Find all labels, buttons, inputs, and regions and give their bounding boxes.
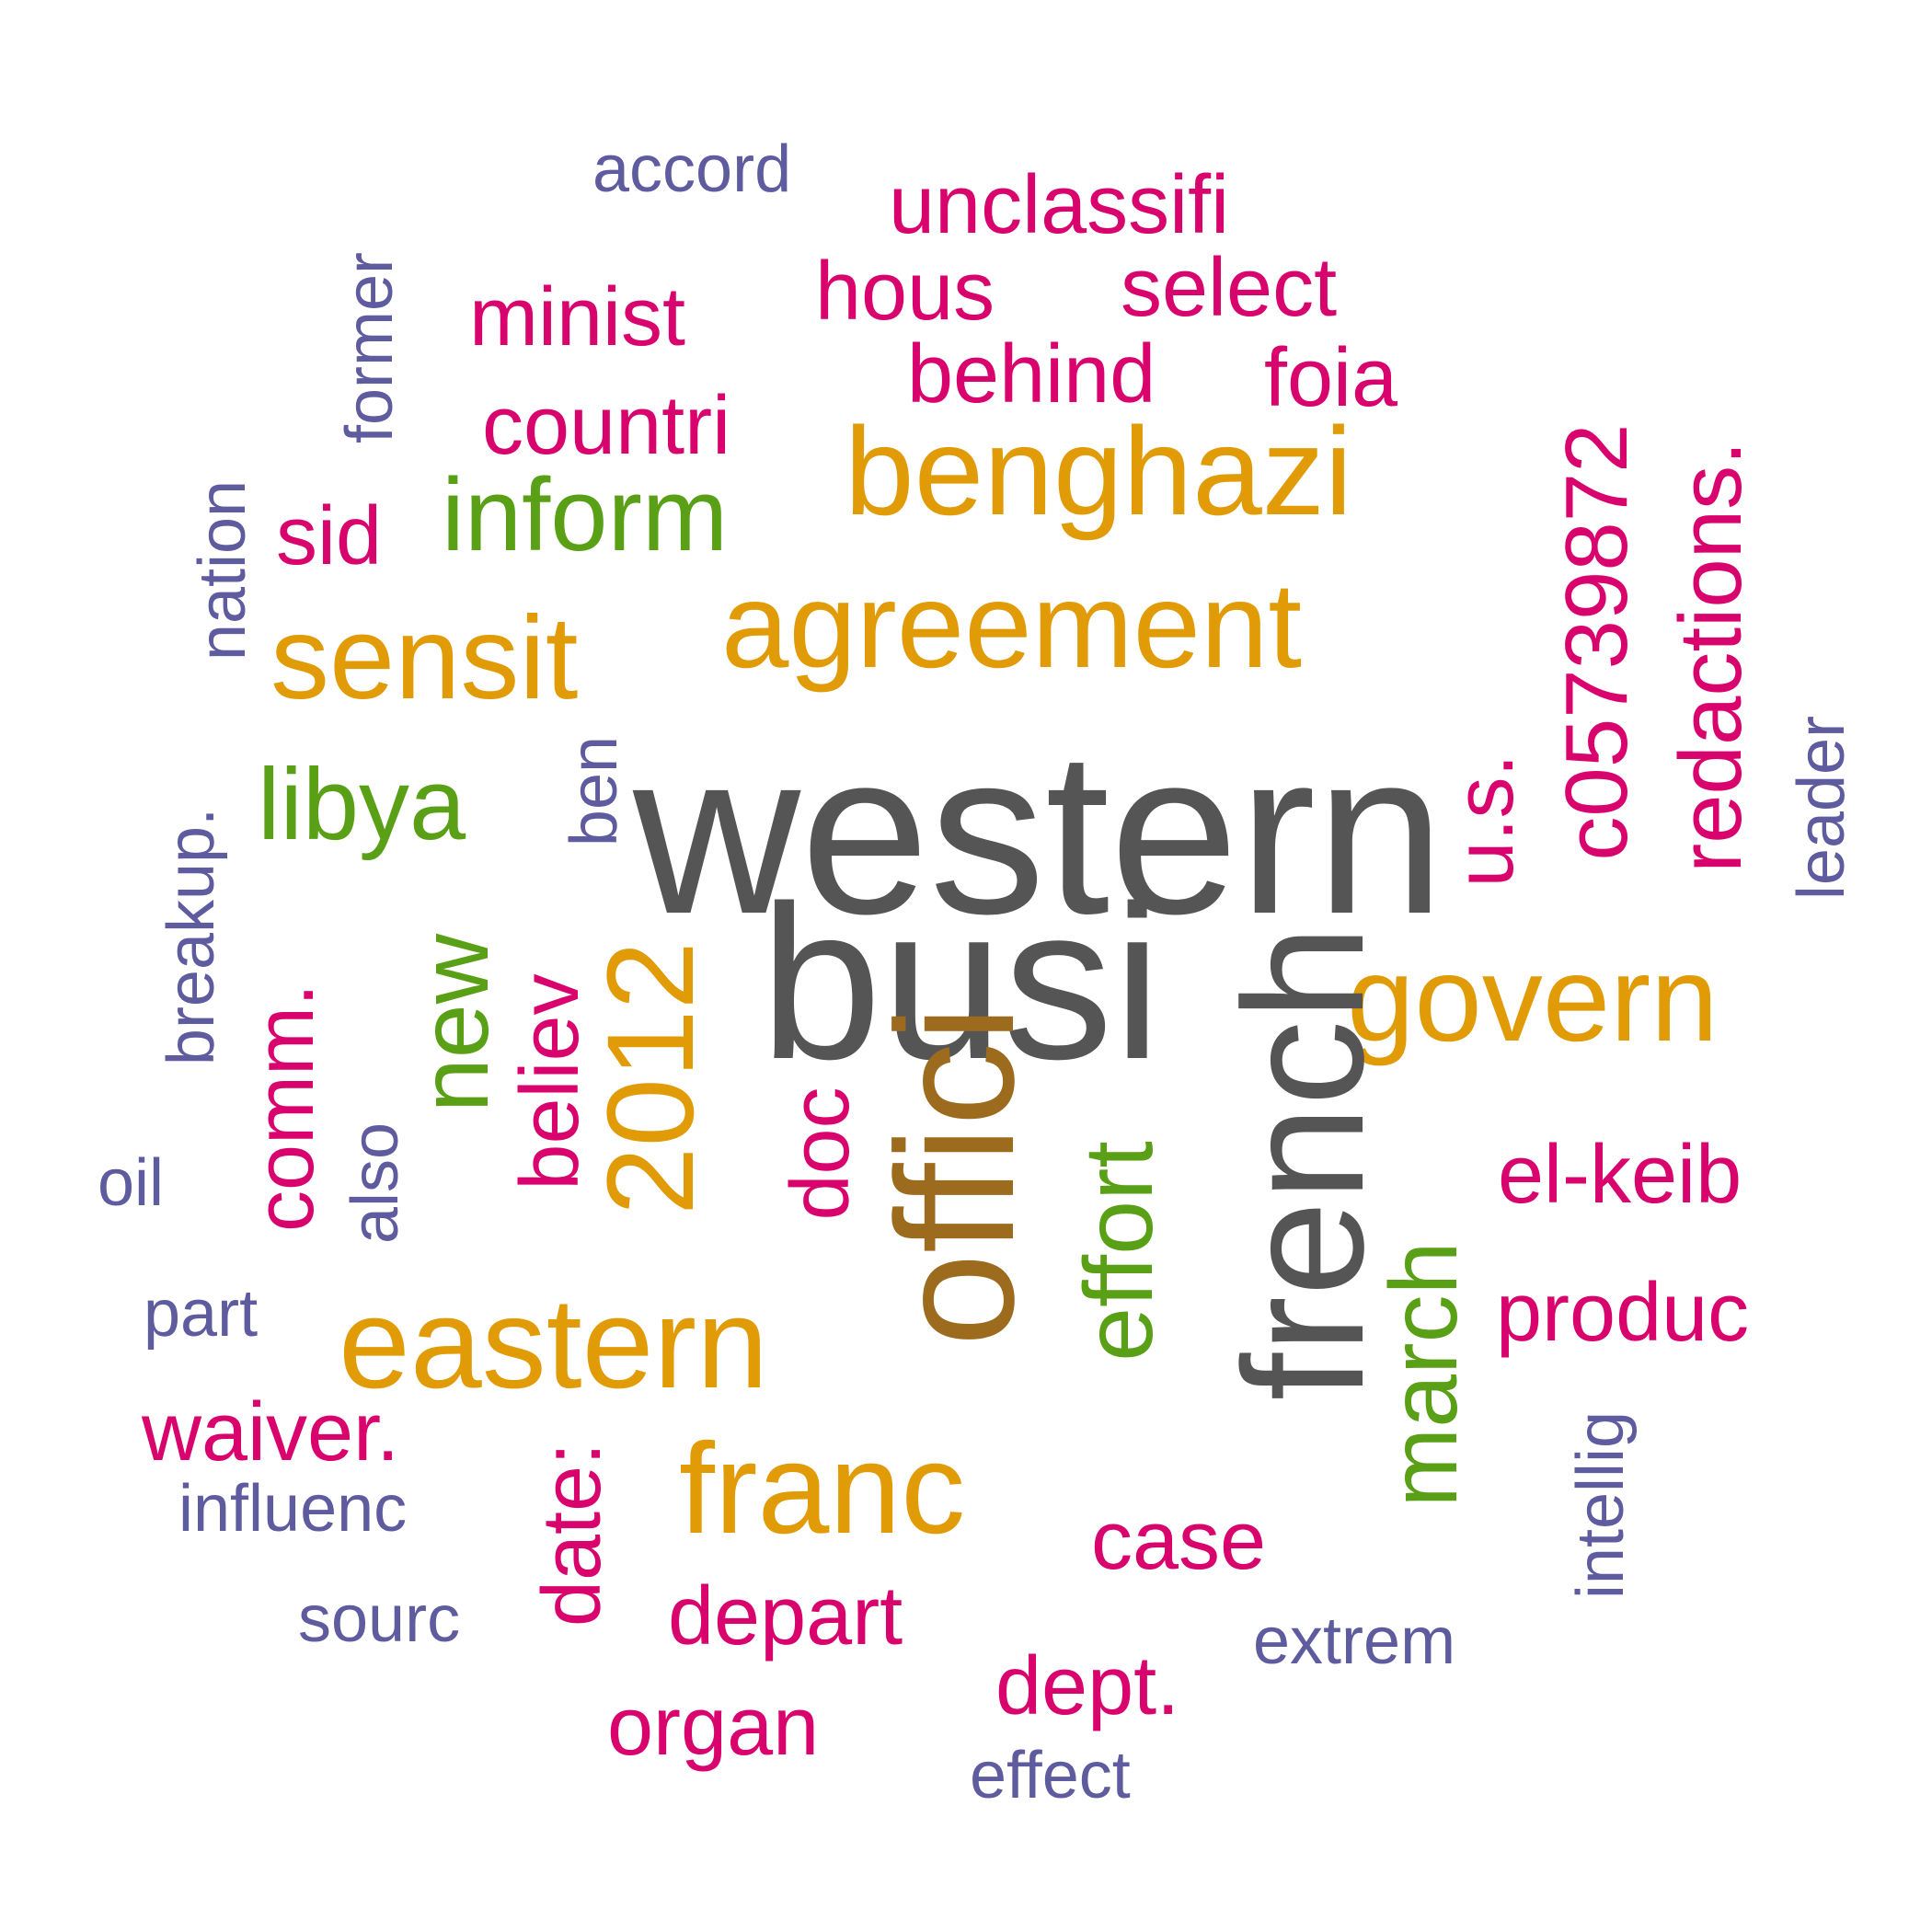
word-behind: behind bbox=[907, 328, 1156, 420]
word-new: new bbox=[400, 933, 509, 1113]
word-march: march bbox=[1371, 1241, 1478, 1508]
word-date: date: bbox=[526, 1442, 618, 1627]
word-franc: franc bbox=[679, 1416, 966, 1560]
word-doc: doc bbox=[775, 1087, 867, 1221]
word-countri: countri bbox=[482, 380, 731, 472]
word-believ: believ bbox=[504, 973, 596, 1190]
word-c05739872: c05739872 bbox=[1547, 423, 1646, 861]
word-dept: dept. bbox=[995, 1640, 1180, 1732]
word-waiver: waiver. bbox=[142, 1386, 400, 1478]
word-sensit: sensit bbox=[270, 592, 579, 724]
word-minist: minist bbox=[469, 271, 686, 363]
word-benghazi: benghazi bbox=[845, 401, 1353, 541]
word-2012: 2012 bbox=[582, 940, 719, 1216]
word-busi: busi bbox=[760, 861, 1162, 1105]
word-western: western bbox=[633, 704, 1445, 962]
word-produc: produc bbox=[1496, 1267, 1750, 1359]
word-el-keib: el-keib bbox=[1498, 1129, 1742, 1221]
word-nation: nation bbox=[186, 479, 259, 661]
word-unclassifi: unclassifi bbox=[889, 159, 1230, 251]
word-libya: libya bbox=[258, 748, 466, 861]
word-select: select bbox=[1121, 242, 1338, 334]
word-oil: oil bbox=[98, 1146, 165, 1220]
word-govern: govern bbox=[1347, 931, 1719, 1066]
word-inform: inform bbox=[442, 457, 729, 572]
word-french: french bbox=[1209, 925, 1399, 1401]
word-organ: organ bbox=[607, 1681, 820, 1773]
word-breakup: breakup. bbox=[155, 807, 228, 1066]
word-case: case bbox=[1091, 1495, 1267, 1587]
word-accord: accord bbox=[592, 132, 792, 206]
word-comm: comm. bbox=[239, 983, 331, 1232]
word-depart: depart bbox=[668, 1570, 903, 1662]
word-sourc: sourc bbox=[298, 1582, 461, 1656]
word-eastern: eastern bbox=[339, 1271, 768, 1415]
word-agreement: agreement bbox=[721, 558, 1303, 693]
word-hous: hous bbox=[815, 246, 995, 338]
word-sid: sid bbox=[276, 490, 383, 582]
word-intellig: intellig bbox=[1564, 1410, 1638, 1600]
word-influenc: influenc bbox=[178, 1472, 408, 1546]
word-ben: ben bbox=[558, 735, 631, 847]
word-offici: offici bbox=[861, 1005, 1049, 1347]
word-former: former bbox=[333, 251, 407, 444]
word-extrem: extrem bbox=[1253, 1604, 1456, 1678]
word-leader: leader bbox=[1785, 715, 1858, 901]
word-part: part bbox=[144, 1277, 259, 1351]
word-effect: effect bbox=[970, 1739, 1131, 1812]
word-effort: effort bbox=[1064, 1141, 1173, 1362]
word-foia: foia bbox=[1264, 332, 1398, 424]
word-us: u.s. bbox=[1439, 753, 1531, 888]
word-redactions: redactions. bbox=[1662, 441, 1760, 873]
word-also: also bbox=[339, 1121, 412, 1245]
